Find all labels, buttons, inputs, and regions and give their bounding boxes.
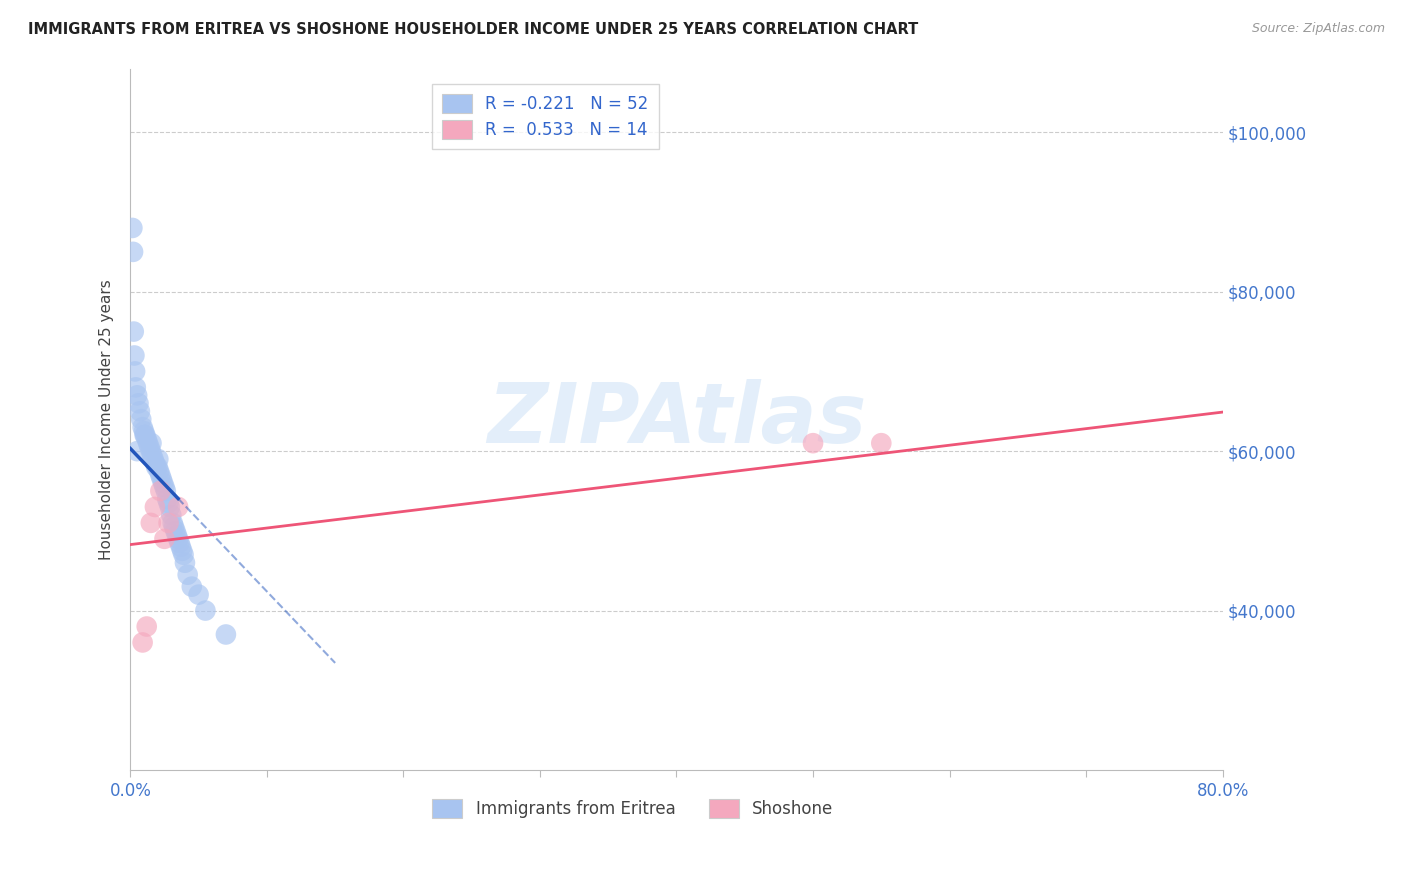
Point (129, 412, 152, 426)
Point (142, 452, 165, 467)
Point (135, 432, 157, 446)
Point (163, 520, 186, 534)
Point (180, 580, 202, 594)
Point (152, 476, 174, 491)
Point (187, 588, 209, 602)
Text: ZIPAtlas: ZIPAtlas (486, 379, 866, 459)
Point (194, 603, 217, 617)
Point (138, 440, 160, 454)
Point (172, 543, 194, 558)
Point (141, 448, 163, 462)
Point (143, 500, 166, 514)
Point (148, 452, 170, 467)
Point (176, 567, 198, 582)
Point (170, 540, 193, 554)
Point (121, 221, 143, 235)
Point (146, 460, 169, 475)
Point (134, 428, 156, 442)
Point (215, 627, 238, 641)
Point (166, 528, 188, 542)
Text: IMMIGRANTS FROM ERITREA VS SHOSHONE HOUSEHOLDER INCOME UNDER 25 YEARS CORRELATIO: IMMIGRANTS FROM ERITREA VS SHOSHONE HOUS… (28, 22, 918, 37)
Point (134, 428, 156, 442)
Point (131, 635, 153, 649)
Point (143, 456, 166, 470)
Point (125, 380, 148, 394)
Point (124, 364, 146, 378)
Point (145, 460, 167, 475)
Point (157, 496, 180, 510)
Point (149, 483, 172, 498)
Point (122, 325, 145, 339)
Point (139, 516, 162, 530)
Point (153, 532, 176, 546)
Point (160, 508, 183, 522)
Point (149, 468, 172, 483)
Point (162, 516, 184, 530)
Point (157, 516, 180, 530)
Point (173, 548, 195, 562)
Point (159, 500, 181, 514)
Point (136, 436, 159, 450)
Point (165, 524, 187, 538)
Point (141, 436, 163, 450)
Point (870, 436, 893, 450)
Legend: Immigrants from Eritrea, Shoshone: Immigrants from Eritrea, Shoshone (426, 792, 839, 825)
Point (135, 619, 157, 633)
Point (174, 556, 197, 570)
Point (153, 480, 176, 494)
Point (132, 424, 155, 438)
Point (150, 472, 173, 486)
Point (148, 464, 170, 478)
Point (128, 404, 150, 418)
Y-axis label: Householder Income Under 25 years: Householder Income Under 25 years (100, 279, 114, 559)
Point (155, 483, 177, 498)
Point (167, 532, 190, 546)
Text: Source: ZipAtlas.com: Source: ZipAtlas.com (1251, 22, 1385, 36)
Point (169, 536, 191, 550)
Point (801, 436, 824, 450)
Point (127, 444, 149, 458)
Point (128, 396, 150, 410)
Point (139, 444, 162, 458)
Point (127, 388, 149, 402)
Point (156, 491, 179, 506)
Point (122, 244, 145, 259)
Point (124, 349, 146, 363)
Point (131, 420, 153, 434)
Point (167, 500, 190, 514)
